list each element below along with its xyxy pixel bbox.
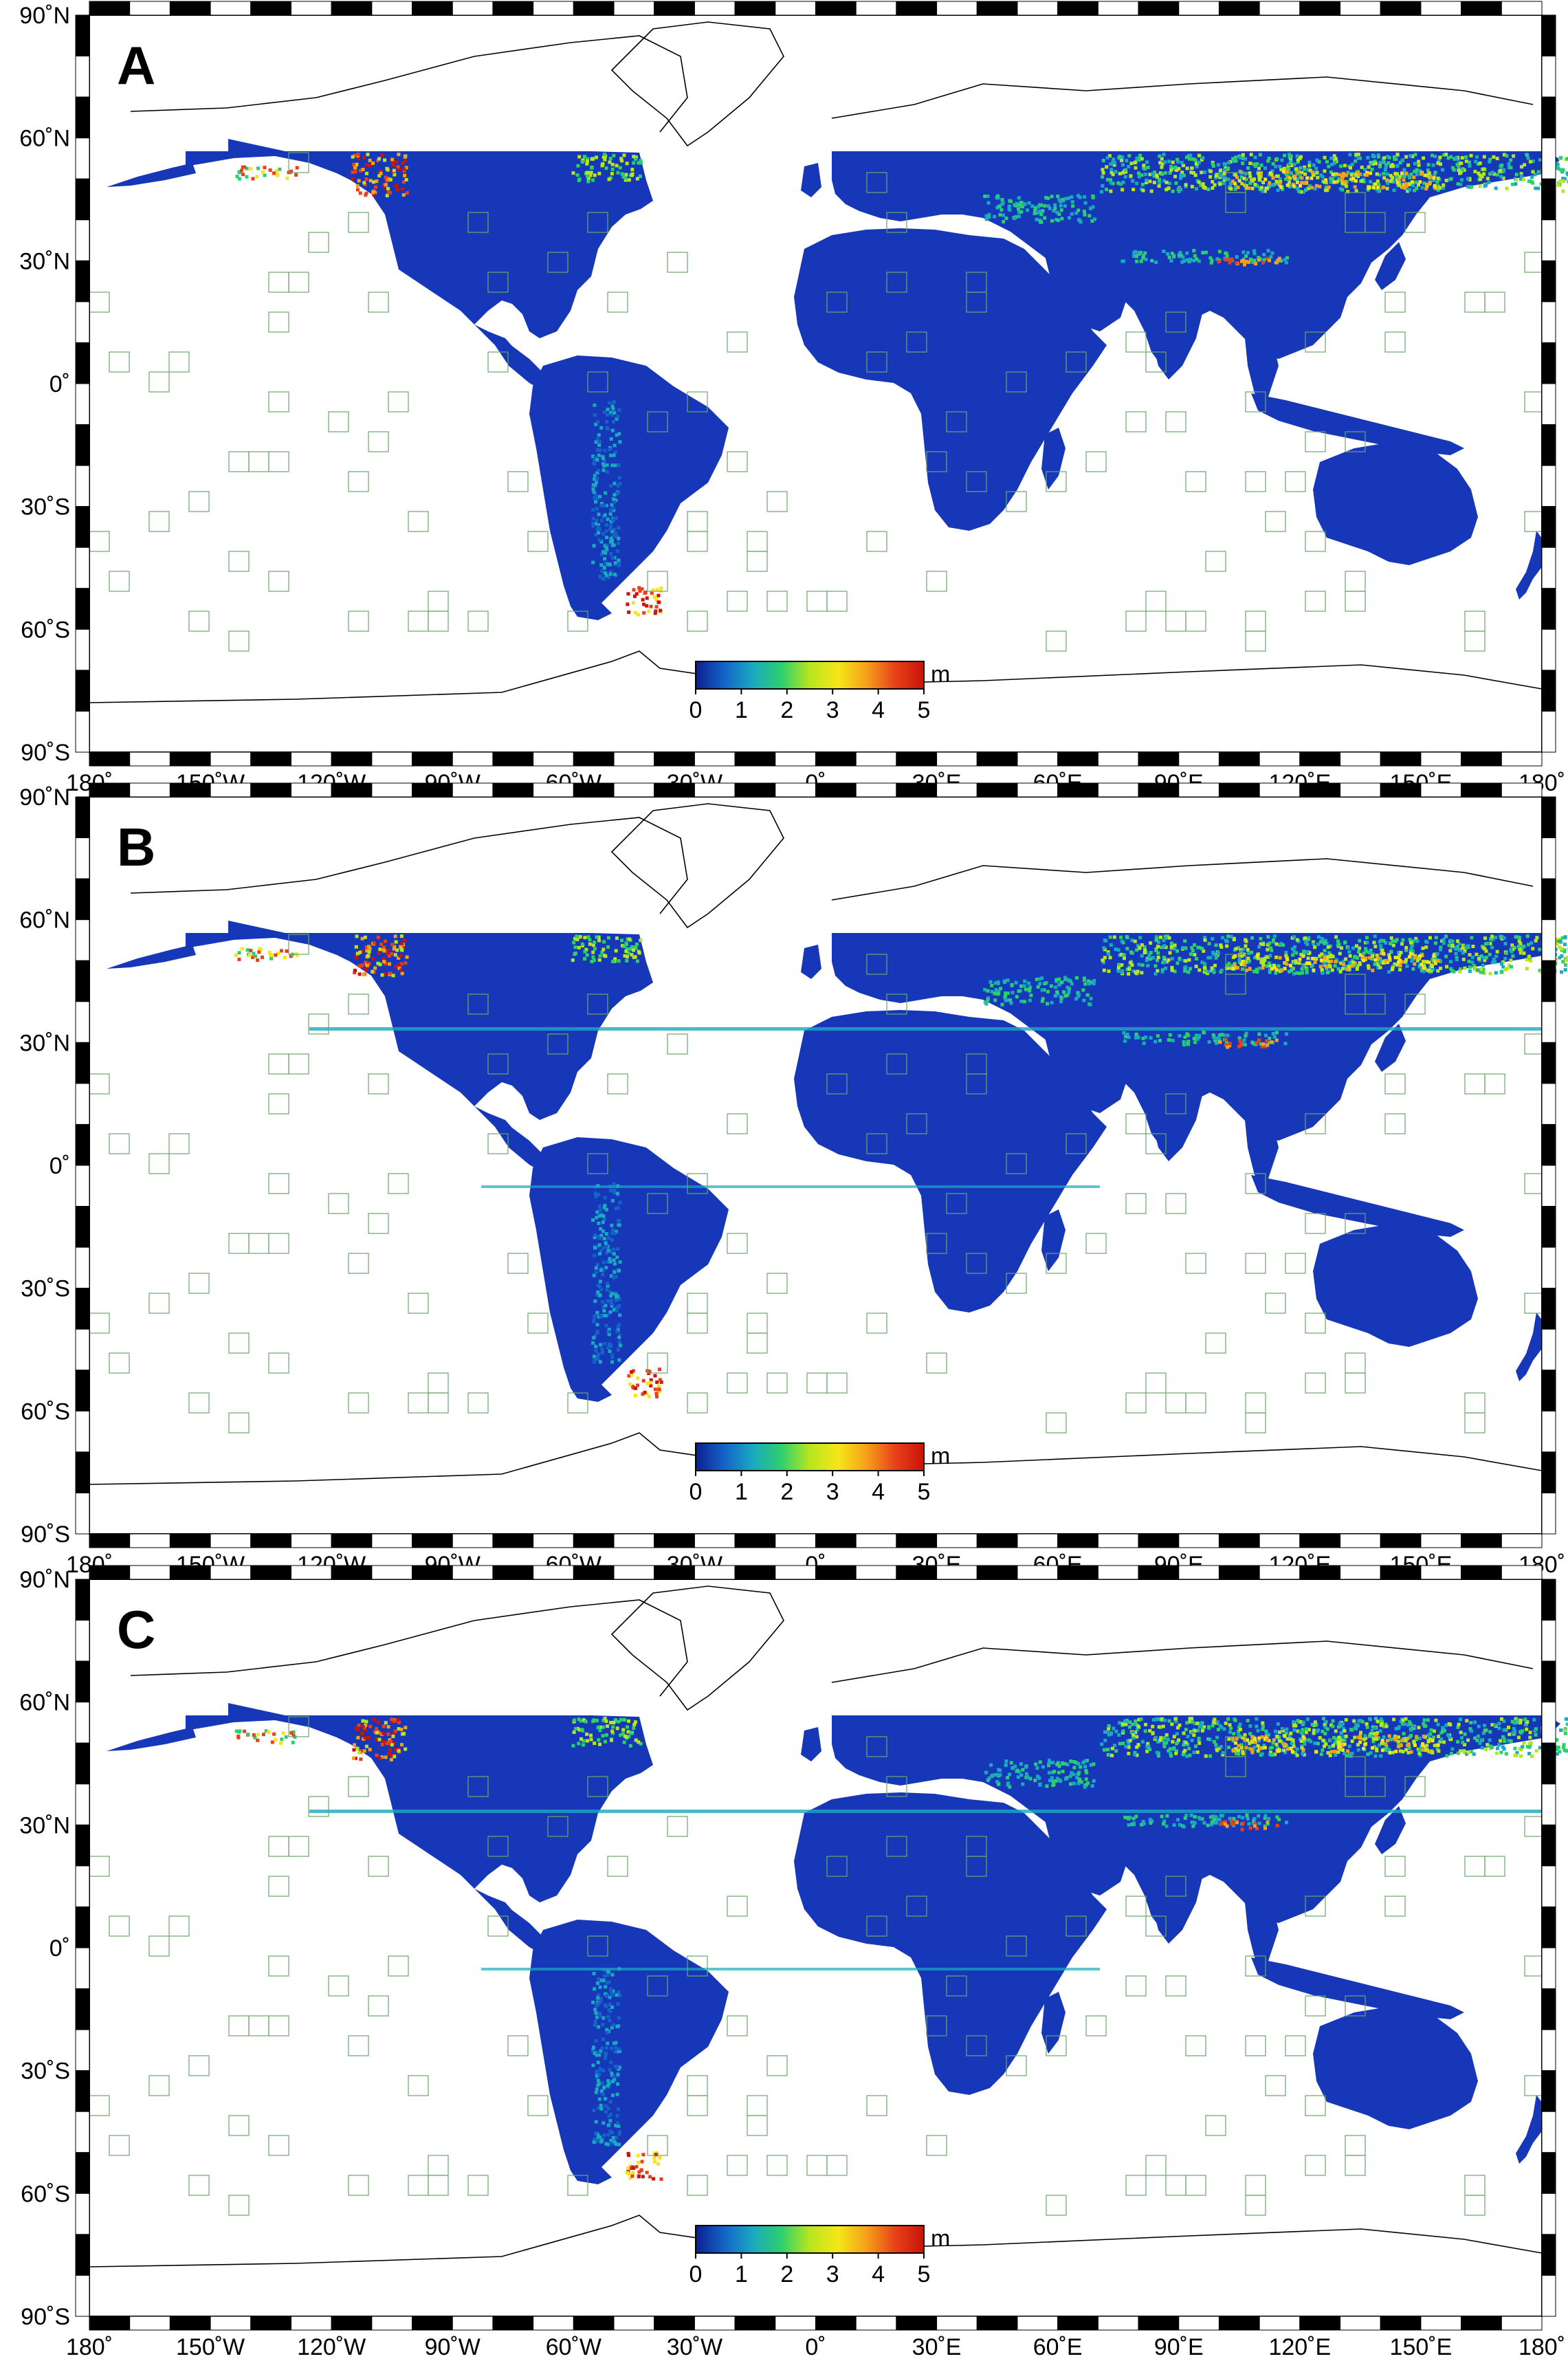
lat-tick-label: 30˚S	[21, 2058, 70, 2085]
lon-tick-label: 120˚E	[1268, 2334, 1331, 2360]
arctic-coastline	[130, 1599, 1534, 1697]
colorbar-tick-label: 1	[735, 2261, 748, 2287]
greenland-coastline	[610, 21, 784, 147]
colorbar-unit: m	[931, 661, 950, 688]
lat-tick-label: 60˚N	[19, 908, 70, 934]
map-frame	[75, 1565, 1556, 2331]
colorbar-tick-label: 4	[872, 697, 885, 723]
lat-tick-label: 0˚	[49, 1935, 70, 1962]
map-frame	[75, 782, 1556, 1548]
colorbar-tick-label: 1	[735, 697, 748, 723]
lon-tick-label: 150˚W	[176, 2334, 245, 2360]
lat-tick-label: 0˚	[49, 1153, 70, 1179]
greenland-coastline	[610, 1585, 784, 1711]
lat-tick-label: 90˚S	[21, 1522, 70, 1548]
lon-tick-label: 60˚W	[546, 2334, 601, 2360]
lat-tick-label: 60˚S	[21, 617, 70, 643]
colorbar: 0 1 2 3 4 5m	[689, 661, 950, 723]
colorbar-tick-label: 3	[826, 1479, 839, 1505]
colorbar-gradient	[695, 1442, 925, 1471]
colorbar-tick-label: 3	[826, 697, 839, 723]
map-panel-c: 90˚N 60˚N 30˚N 0˚ 30˚S 60˚S 90˚S 180˚ 150˚W 120˚W…	[19, 1565, 1568, 2360]
colorbar-tick-label: 5	[918, 2261, 931, 2287]
map-frame	[75, 1, 1556, 767]
lat-tick-label: 60˚N	[19, 126, 70, 152]
lon-tick-label: 60˚E	[1033, 2334, 1083, 2360]
elevation-hotspots	[235, 153, 1568, 617]
colorbar-tick-label: 0	[689, 2261, 703, 2287]
lat-tick-label: 30˚N	[19, 1030, 70, 1056]
colorbar-tick-label: 5	[918, 1479, 931, 1505]
lat-tick-label: 30˚S	[21, 1276, 70, 1302]
lat-tick-label: 90˚S	[21, 740, 70, 766]
lat-tick-label: 30˚S	[21, 494, 70, 520]
tile-grid	[89, 934, 1545, 1434]
colorbar-tick-label: 4	[872, 2261, 885, 2287]
colorbar: 0 1 2 3 4 5m	[689, 2225, 950, 2287]
lat-tick-label: 0˚	[49, 371, 70, 397]
colorbar-tick-label: 2	[780, 1479, 793, 1505]
lat-tick-label: 90˚N	[19, 784, 70, 811]
panel-label: B	[117, 817, 155, 877]
lat-tick-label: 60˚N	[19, 1690, 70, 1716]
colorbar-gradient	[695, 661, 925, 690]
panel-label: C	[117, 1599, 155, 1660]
lon-tick-label: 120˚W	[297, 2334, 366, 2360]
colorbar-gradient	[695, 2225, 925, 2254]
elevation-hotspots	[234, 1717, 1568, 2181]
colorbar-tick-label: 0	[689, 1479, 703, 1505]
elevation-hotspots	[234, 934, 1568, 1398]
colorbar-tick-label: 3	[826, 2261, 839, 2287]
colorbar-tick-label: 4	[872, 1479, 885, 1505]
greenland-coastline	[610, 803, 784, 929]
lon-tick-label: 90˚W	[425, 2334, 481, 2360]
lat-tick-label: 90˚S	[21, 2304, 70, 2330]
tile-grid	[89, 152, 1545, 652]
lon-tick-label: 30˚W	[667, 2334, 722, 2360]
lat-tick-label: 30˚N	[19, 1812, 70, 1838]
colorbar-unit: m	[931, 2226, 950, 2252]
colorbar: 0 1 2 3 4 5m	[689, 1442, 950, 1505]
lat-tick-label: 60˚S	[21, 2181, 70, 2207]
colorbar-tick-label: 5	[918, 697, 931, 723]
lon-tick-label: 180˚	[66, 2334, 113, 2360]
lon-tick-label: 180˚	[1519, 2334, 1565, 2360]
lon-tick-label: 150˚E	[1390, 2334, 1453, 2360]
arctic-coastline	[130, 817, 1534, 914]
colorbar-tick-label: 2	[780, 2261, 793, 2287]
lon-tick-label: 30˚E	[912, 2334, 962, 2360]
colorbar-tick-label: 1	[735, 1479, 748, 1505]
lat-tick-label: 60˚S	[21, 1398, 70, 1425]
lat-tick-label: 90˚N	[19, 1567, 70, 1593]
lon-tick-label: 90˚E	[1154, 2334, 1204, 2360]
colorbar-tick-label: 0	[689, 697, 703, 723]
panel-label: A	[117, 35, 155, 96]
arctic-coastline	[130, 35, 1534, 133]
lon-tick-label: 0˚	[805, 2334, 826, 2360]
lat-tick-label: 90˚N	[19, 3, 70, 29]
colorbar-unit: m	[931, 1443, 950, 1469]
lat-tick-label: 30˚N	[19, 248, 70, 274]
colorbar-tick-label: 2	[780, 697, 793, 723]
tile-grid	[89, 1716, 1545, 2216]
